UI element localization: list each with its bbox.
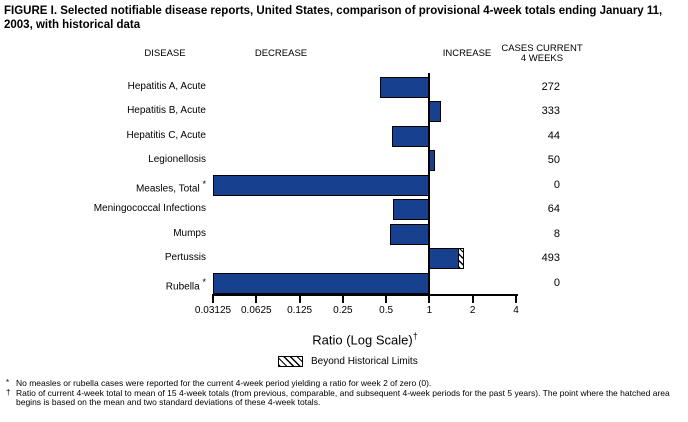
ratio-bar (379, 76, 430, 98)
disease-label: Pertussis (164, 252, 206, 264)
x-axis-tick-label: 1 (426, 305, 433, 316)
cases-current-value: 0 (553, 178, 560, 191)
footnote-asterisk-text: No measles or rubella cases were reporte… (16, 378, 432, 388)
x-axis-tick (255, 296, 258, 303)
ratio-bar (429, 248, 465, 270)
disease-label: Meningococcal Infections (93, 203, 206, 215)
cases-current-value: 8 (553, 227, 560, 240)
disease-label: Hepatitis A, Acute (127, 80, 206, 92)
footnote-dagger-text: Ratio of current 4-week total to mean of… (16, 387, 670, 407)
figure-title: FIGURE I. Selected notifiable disease re… (4, 5, 663, 31)
dagger-footnote-marker: † (412, 331, 418, 341)
cases-current-value: 0 (553, 276, 560, 289)
ratio-bar (429, 101, 441, 123)
cases-current-value: 333 (541, 105, 560, 118)
x-axis-tick-label: 2 (469, 305, 476, 316)
ratio-bar (429, 150, 436, 172)
x-axis-tick-label: 0.5 (379, 305, 394, 316)
asterisk-marker: * (6, 378, 10, 387)
dagger-marker: † (6, 387, 11, 397)
ratio-bar (393, 199, 430, 221)
disease-label: Legionellosis (148, 154, 206, 166)
x-axis-tick (298, 296, 301, 303)
footnote-dagger: † Ratio of current 4-week total to mean … (6, 387, 684, 408)
column-header-disease: DISEASE (144, 48, 186, 59)
x-axis-tick-label: 0.0625 (241, 305, 272, 316)
column-header-cases-line2: 4 WEEKS (520, 52, 564, 64)
cases-current-value: 493 (541, 252, 560, 265)
x-axis-tick-label: 0.125 (287, 305, 313, 316)
cases-current-value: 272 (541, 80, 560, 93)
cases-current-value: 44 (547, 129, 560, 142)
disease-label: Measles, Total * (135, 178, 206, 195)
footnote-asterisk: * No measles or rubella cases were repor… (6, 378, 684, 389)
beyond-historical-limits-hatch (457, 249, 464, 269)
cases-current-value: 64 (547, 203, 560, 216)
column-header-increase: INCREASE (442, 48, 492, 59)
x-axis-tick-label: 0.03125 (194, 305, 232, 316)
disease-label: Hepatitis B, Acute (127, 105, 206, 117)
x-axis-title: Ratio (Log Scale)† (312, 331, 418, 348)
disease-label: Mumps (173, 227, 206, 239)
column-header-decrease: DECREASE (254, 48, 308, 59)
asterisk-footnote-marker: * (202, 276, 206, 287)
ratio-bar (213, 174, 430, 196)
x-axis-tick (471, 296, 474, 303)
baseline-ratio-1 (428, 73, 431, 295)
column-header-cases-line1: CASES CURRENT (501, 43, 583, 54)
x-axis-line (212, 294, 518, 296)
ratio-bar (392, 125, 430, 147)
x-axis-tick (428, 296, 431, 303)
x-axis-tick (385, 296, 388, 303)
x-axis-tick (212, 296, 214, 303)
ratio-bar (389, 223, 430, 245)
ratio-bar (213, 272, 430, 294)
x-axis-tick (341, 296, 344, 303)
disease-label: Rubella * (165, 276, 206, 293)
x-axis-tick-label: 4 (513, 305, 519, 316)
legend-label: Beyond Historical Limits (311, 356, 418, 367)
x-axis-tick (515, 296, 517, 303)
cases-current-value: 50 (547, 154, 560, 167)
hatched-swatch-icon (278, 356, 303, 367)
column-header-cases-current: CASES CURRENT 4 WEEKS (477, 44, 607, 63)
disease-label: Hepatitis C, Acute (126, 129, 206, 141)
x-axis-tick-label: 0.25 (333, 305, 353, 316)
asterisk-footnote-marker: * (202, 178, 206, 189)
footnotes: * No measles or rubella cases were repor… (6, 378, 684, 408)
